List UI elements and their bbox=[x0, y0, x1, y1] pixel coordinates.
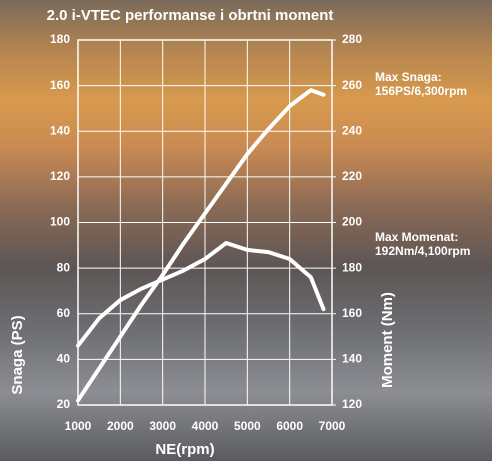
y-tick-label: 160 bbox=[50, 78, 70, 92]
y2-axis-label: Moment (Nm) bbox=[379, 292, 396, 388]
x-tick-label: 1000 bbox=[65, 419, 92, 433]
y-tick-label: 120 bbox=[50, 169, 70, 183]
y-tick-label: 180 bbox=[50, 32, 70, 46]
y2-tick-label: 240 bbox=[342, 123, 362, 137]
annotation: 192Nm/4,100rpm bbox=[375, 244, 470, 258]
line-series bbox=[76, 241, 326, 348]
annotation: Max Snaga: bbox=[375, 70, 442, 84]
y2-tick-label: 180 bbox=[342, 260, 362, 274]
y2-tick-label: 120 bbox=[342, 397, 362, 411]
line-series bbox=[76, 88, 326, 403]
y-tick-label: 20 bbox=[57, 397, 71, 411]
y2-tick-label: 200 bbox=[342, 215, 362, 229]
x-tick-label: 7000 bbox=[319, 419, 346, 433]
chart-title: 2.0 i-VTEC performanse i obrtni moment bbox=[47, 7, 334, 24]
y2-tick-label: 140 bbox=[342, 352, 362, 366]
y2-tick-label: 280 bbox=[342, 32, 362, 46]
y-tick-label: 40 bbox=[57, 352, 71, 366]
annotation: Max Momenat: bbox=[375, 230, 458, 244]
x-tick-label: 5000 bbox=[234, 419, 261, 433]
x-axis-label: NE(rpm) bbox=[155, 441, 214, 458]
y2-tick-label: 260 bbox=[342, 78, 362, 92]
annotation: 156PS/6,300rpm bbox=[375, 84, 467, 98]
x-tick-label: 6000 bbox=[276, 419, 303, 433]
y2-tick-label: 160 bbox=[342, 306, 362, 320]
x-tick-label: 2000 bbox=[107, 419, 134, 433]
x-tick-label: 4000 bbox=[192, 419, 219, 433]
x-tick-label: 3000 bbox=[149, 419, 176, 433]
y-axis-label: Snaga (PS) bbox=[9, 315, 26, 394]
y-tick-label: 100 bbox=[50, 215, 70, 229]
y-tick-label: 60 bbox=[57, 306, 71, 320]
y2-tick-label: 220 bbox=[342, 169, 362, 183]
y-tick-label: 80 bbox=[57, 260, 71, 274]
y-tick-label: 140 bbox=[50, 123, 70, 137]
